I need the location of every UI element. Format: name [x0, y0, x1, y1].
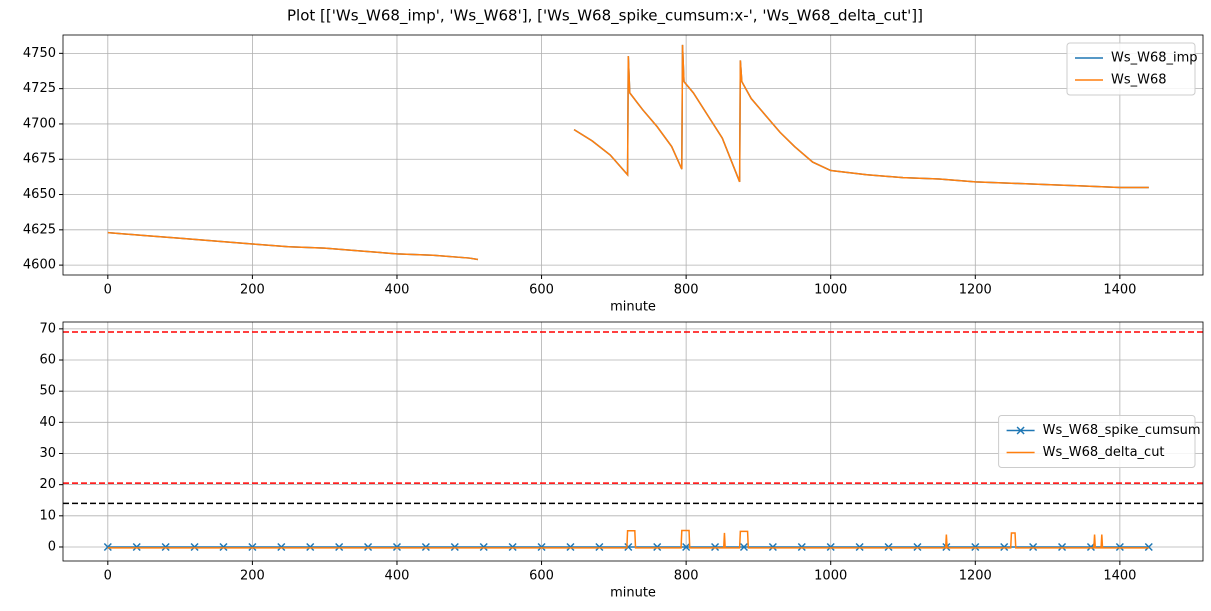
y-tick-label: 4725 [23, 81, 56, 96]
legend-label: Ws_W68_delta_cut [1043, 445, 1165, 460]
y-tick-label: 4675 [23, 152, 56, 167]
marker [1144, 542, 1153, 552]
marker [971, 542, 980, 552]
marker [392, 542, 402, 552]
marker [739, 542, 748, 552]
marker [190, 542, 199, 552]
marker [711, 542, 720, 552]
plot-area [107, 44, 1149, 261]
marker [277, 542, 286, 552]
y-tick-label: 4600 [23, 258, 56, 273]
legend-label: Ws_W68_spike_cumsum [1043, 423, 1201, 438]
x-axis-label: minute [610, 586, 656, 601]
marker [1058, 542, 1067, 552]
marker [624, 542, 633, 552]
marker [855, 542, 864, 552]
plot-area [63, 331, 1203, 552]
y-tick-label: 50 [39, 384, 56, 399]
marker [421, 542, 430, 552]
y-tick-label: 40 [39, 415, 56, 430]
y-tick-label: 4700 [23, 116, 56, 131]
marker [1029, 542, 1038, 552]
marker [508, 542, 517, 552]
axes-frame [62, 321, 1204, 562]
y-tick-label: 30 [39, 446, 56, 461]
series-line [107, 44, 1149, 261]
marker [913, 542, 922, 552]
marker [1115, 542, 1124, 552]
figure-title: Plot [['Ws_W68_imp', 'Ws_W68'], ['Ws_W68… [287, 7, 923, 26]
x-tick-label: 200 [240, 569, 265, 584]
x-tick-label: 1400 [1103, 569, 1136, 584]
x-tick-label: 400 [385, 569, 410, 584]
x-tick-label: 0 [104, 283, 112, 298]
x-axis-label: minute [610, 300, 656, 315]
marker [306, 542, 315, 552]
y-tick-label: 0 [48, 539, 56, 554]
marker [335, 542, 344, 552]
marker [219, 542, 228, 552]
axes-frame [62, 34, 1204, 276]
x-tick-label: 800 [674, 283, 699, 298]
x-tick-label: 0 [104, 569, 112, 584]
marker [884, 542, 893, 552]
marker [595, 542, 604, 552]
legend-label: Ws_W68_imp [1111, 51, 1198, 66]
marker [653, 542, 662, 552]
x-tick-label: 1000 [814, 569, 847, 584]
x-tick-label: 400 [385, 283, 410, 298]
x-tick-label: 600 [529, 569, 554, 584]
y-tick-label: 10 [39, 508, 56, 523]
marker [768, 542, 777, 552]
marker [364, 542, 373, 552]
y-tick-label: 4750 [23, 46, 56, 61]
x-tick-label: 1000 [814, 283, 847, 298]
legend-box [998, 415, 1196, 468]
legend-label: Ws_W68 [1111, 73, 1167, 88]
y-tick-label: 60 [39, 353, 56, 368]
legend-box [1066, 42, 1196, 96]
x-tick-label: 1200 [959, 283, 992, 298]
marker [103, 542, 112, 552]
y-tick-label: 4625 [23, 222, 56, 237]
marker [566, 542, 575, 552]
x-tick-label: 1400 [1103, 283, 1136, 298]
x-tick-label: 800 [674, 569, 699, 584]
marker [161, 542, 170, 552]
marker [450, 542, 459, 552]
x-tick-label: 600 [529, 283, 554, 298]
x-tick-label: 200 [240, 283, 265, 298]
series-line [107, 529, 1149, 549]
marker [479, 542, 488, 552]
marker [797, 542, 806, 552]
y-tick-label: 20 [39, 477, 56, 492]
legend-marker [1016, 426, 1025, 435]
y-tick-label: 4650 [23, 187, 56, 202]
marker [248, 542, 257, 552]
marker [537, 542, 546, 552]
x-tick-label: 1200 [959, 569, 992, 584]
marker [826, 542, 835, 552]
y-tick-label: 70 [39, 321, 56, 336]
marker [1000, 542, 1009, 552]
marker [682, 542, 691, 552]
marker [132, 542, 141, 552]
